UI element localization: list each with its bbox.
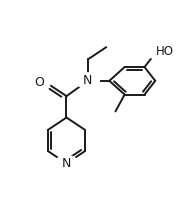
Ellipse shape bbox=[55, 156, 78, 171]
Text: N: N bbox=[62, 157, 71, 170]
Text: HO: HO bbox=[155, 45, 173, 58]
Ellipse shape bbox=[27, 74, 51, 90]
Text: N: N bbox=[83, 74, 93, 87]
Text: O: O bbox=[34, 76, 44, 89]
Ellipse shape bbox=[144, 44, 184, 60]
Ellipse shape bbox=[76, 73, 99, 89]
